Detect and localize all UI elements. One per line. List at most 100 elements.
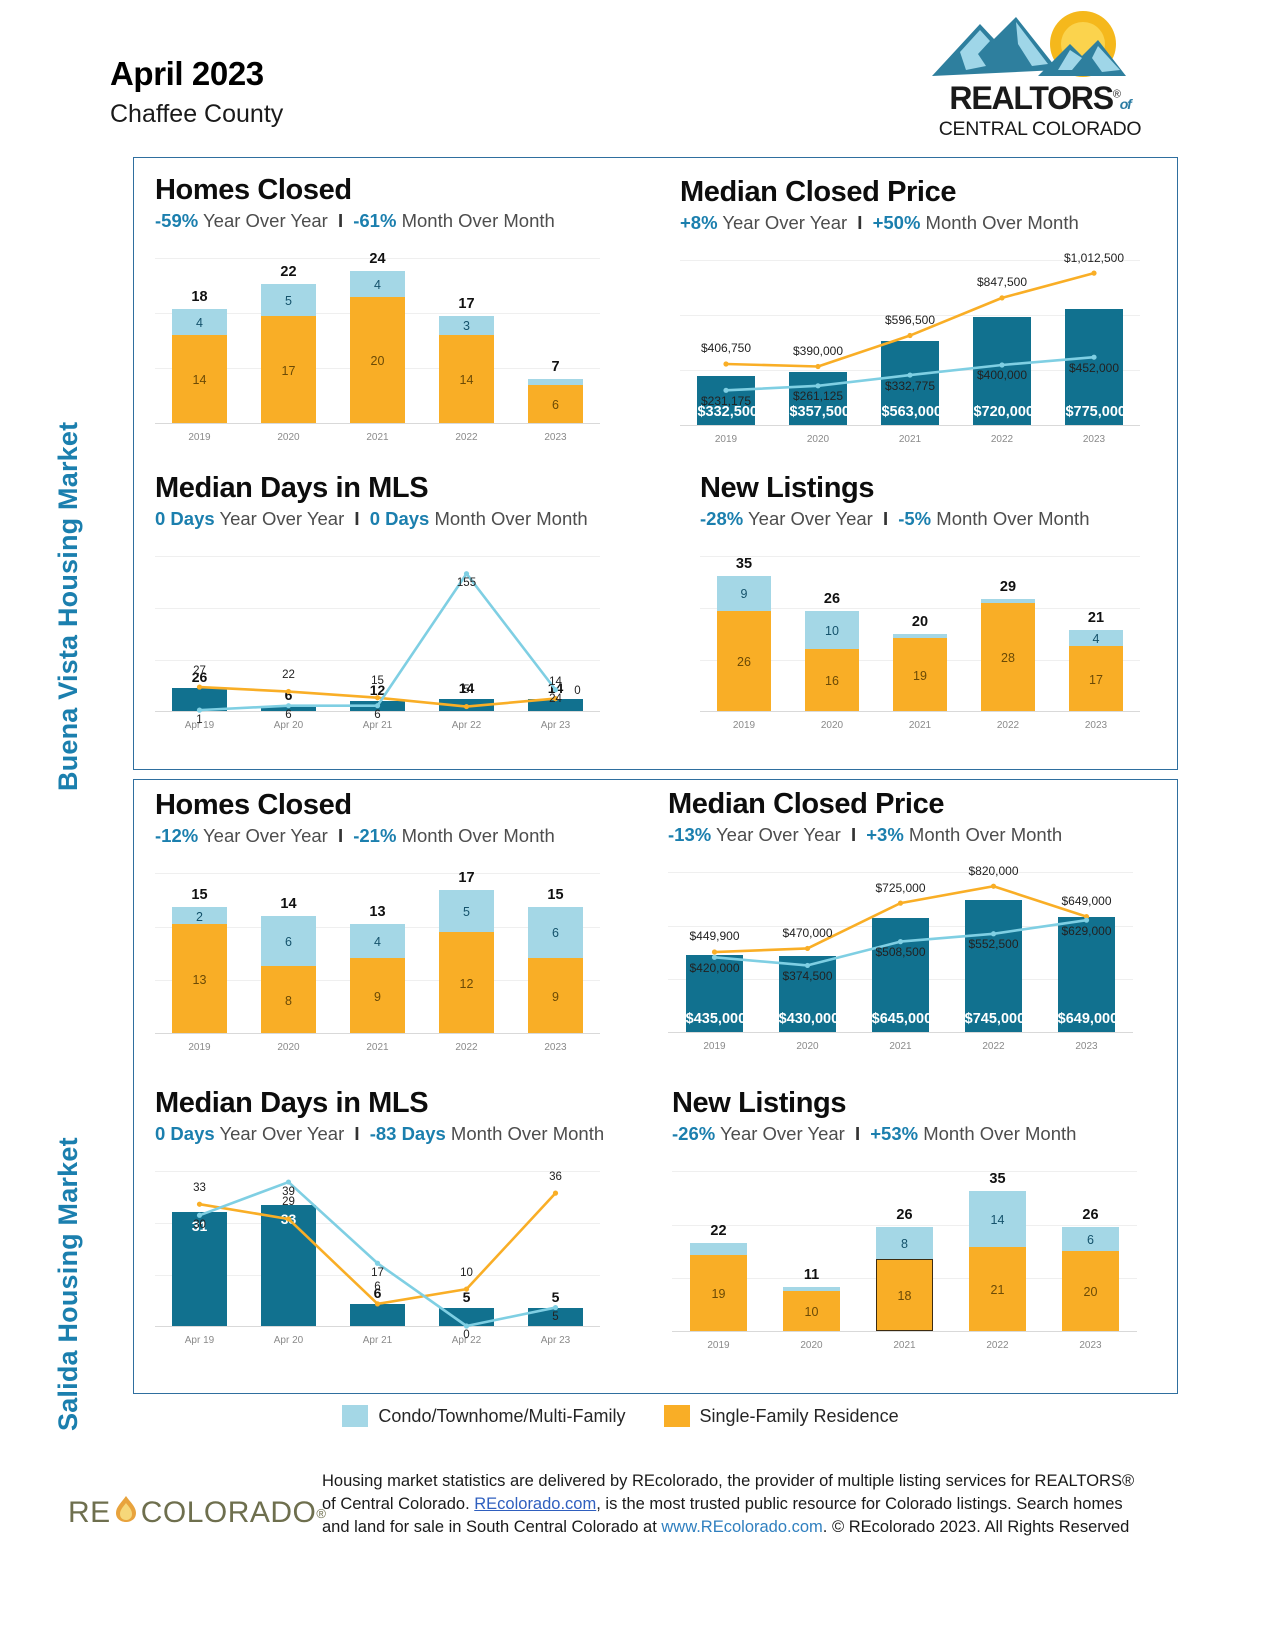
line-point: [552, 1305, 559, 1311]
yoy-value-sa-new-listings: -26%: [672, 1123, 716, 1145]
point-label: 155: [456, 577, 477, 590]
line-point: [552, 687, 559, 693]
bar-column: 29 28: [980, 556, 1036, 712]
bar-column: 6: [260, 556, 317, 712]
subtitle-separator-sa-median-days: I: [354, 1123, 360, 1145]
section-label-buena-vista: Buena Vista Housing Market: [53, 421, 83, 791]
bar-column: 15 13 2: [171, 873, 228, 1034]
recolorado-link-1[interactable]: REcolorado.com: [474, 1494, 597, 1513]
bar-total-label: 21: [1087, 610, 1105, 627]
bar-label-sfr: 8: [285, 993, 292, 1008]
x-axis-tick: 2019: [703, 1041, 726, 1053]
bar-segment-condo: [1068, 630, 1124, 646]
yoy-label-bv-new-listings: Year Over Year: [743, 508, 878, 530]
line-series-overlay: [196, 571, 559, 714]
bar-price-label: $332,500: [697, 404, 758, 421]
line-point: [374, 695, 381, 701]
x-axis-tick: Apr 20: [273, 1335, 304, 1347]
x-axis-tick: 2022: [455, 1042, 478, 1054]
point-label: $231,175: [700, 393, 752, 408]
x-axis-tick: 2019: [732, 720, 756, 732]
bar-label-condo: 6: [1087, 1233, 1094, 1248]
axis-line: [155, 1033, 600, 1035]
bar-segment-median: [1065, 309, 1123, 426]
bar-segment-median: [349, 1304, 406, 1327]
logo-subtitle: CENTRAL COLORADO: [938, 118, 1142, 140]
point-label: 1: [196, 713, 203, 726]
bar-segment-condo: [527, 907, 584, 958]
subtitle-separator-sa-median-price: I: [850, 824, 857, 846]
bar-segment-median: [973, 317, 1031, 426]
chart-title-sa-median-price: Median Closed Price: [668, 788, 945, 820]
line-point: [463, 1323, 470, 1330]
recolorado-link-2[interactable]: www.REcolorado.com: [661, 1517, 823, 1536]
bar-column: 15 9 6: [527, 873, 584, 1034]
bar-segment-sfr: [527, 385, 584, 424]
bar-total-label: 11: [803, 1267, 820, 1284]
line-point: [999, 362, 1005, 369]
mom-label-bv-homes-closed: Month Over Month: [396, 210, 555, 232]
bar-label-sfr: 21: [990, 1283, 1005, 1298]
subtitle-separator-bv-median-price: I: [857, 212, 863, 234]
x-axis-tick: Apr 19: [184, 1335, 215, 1347]
axis-line: [672, 1331, 1137, 1333]
bar-days-label: 26: [191, 669, 208, 686]
bar-column: $649,000: [1057, 872, 1118, 1033]
axis-line: [155, 1326, 600, 1328]
line-series-overlay: [196, 1179, 559, 1330]
chart-bv-median-price: Median Closed Price +8% Year Over Year I …: [680, 177, 1140, 447]
line-point: [711, 949, 718, 956]
point-label: $374,500: [782, 968, 833, 983]
logo-of: of: [1119, 96, 1132, 112]
bar-segment-median: [260, 1204, 317, 1327]
bar-days-label: 5: [462, 1289, 471, 1305]
x-axis-tick: 2021: [893, 1340, 916, 1352]
line-point: [907, 333, 913, 339]
bar-segment-sfr: [716, 610, 772, 712]
line-point: [723, 361, 729, 368]
point-label: $725,000: [875, 880, 926, 895]
bar-column: $332,500: [697, 260, 758, 426]
plot-sa-homes-closed: 15 13 2 2019 14 8 6 2020 13 9 4 2021 17 12 5 2022 15 9 6 20…: [155, 855, 600, 1055]
gridline: [155, 258, 600, 260]
chart-title-sa-new-listings: New Listings: [672, 1087, 847, 1119]
line-point: [552, 1190, 559, 1197]
bar-price-label: $775,000: [1065, 404, 1126, 421]
point-label: 30: [193, 1218, 206, 1231]
line-point: [999, 295, 1005, 301]
bar-segment-sfr: [782, 1291, 841, 1332]
bar-label-condo: 3: [463, 319, 470, 334]
recolorado-logo-re: RE: [68, 1496, 111, 1529]
chart-sa-new-listings: New Listings -26% Year Over Year I +53% M…: [672, 1087, 1137, 1353]
gridline: [155, 1274, 600, 1276]
x-axis-tick: 2021: [908, 720, 932, 732]
bar-column: $745,000: [964, 872, 1025, 1033]
yoy-value-sa-median-days: 0 Days: [155, 1123, 215, 1145]
bar-column: 20 19: [892, 556, 948, 712]
x-axis-tick: 2023: [544, 1042, 567, 1054]
x-axis-tick: 2023: [1084, 720, 1108, 732]
bar-price-label: $720,000: [973, 404, 1034, 421]
realtors-central-colorado-logo: REALTORS®of CENTRAL COLORADO: [920, 8, 1160, 140]
point-label: 22: [282, 668, 295, 681]
bar-label-sfr: 19: [913, 668, 927, 683]
yoy-label-bv-median-price: Year Over Year: [717, 212, 853, 234]
line-point: [463, 1286, 470, 1293]
point-label: 6: [374, 1281, 381, 1294]
point-label: 33: [193, 1181, 206, 1194]
chart-title-sa-median-days: Median Days in MLS: [155, 1087, 429, 1119]
bar-column: 33: [260, 1171, 317, 1327]
yoy-label-sa-homes-closed: Year Over Year: [198, 825, 333, 847]
bar-column: 35 21 14: [968, 1171, 1027, 1332]
line-point: [285, 703, 292, 709]
line-point: [374, 703, 381, 709]
chart-subtitle-bv-median-price: +8% Year Over Year I +50% Month Over Mon…: [680, 212, 1135, 234]
point-label: $449,900: [689, 929, 740, 944]
yoy-value-bv-median-price: +8%: [680, 212, 718, 234]
line-point: [1091, 355, 1097, 361]
x-axis-tick: 2022: [986, 1340, 1009, 1352]
bar-segment-median: [685, 955, 744, 1033]
point-label: $820,000: [968, 863, 1019, 878]
